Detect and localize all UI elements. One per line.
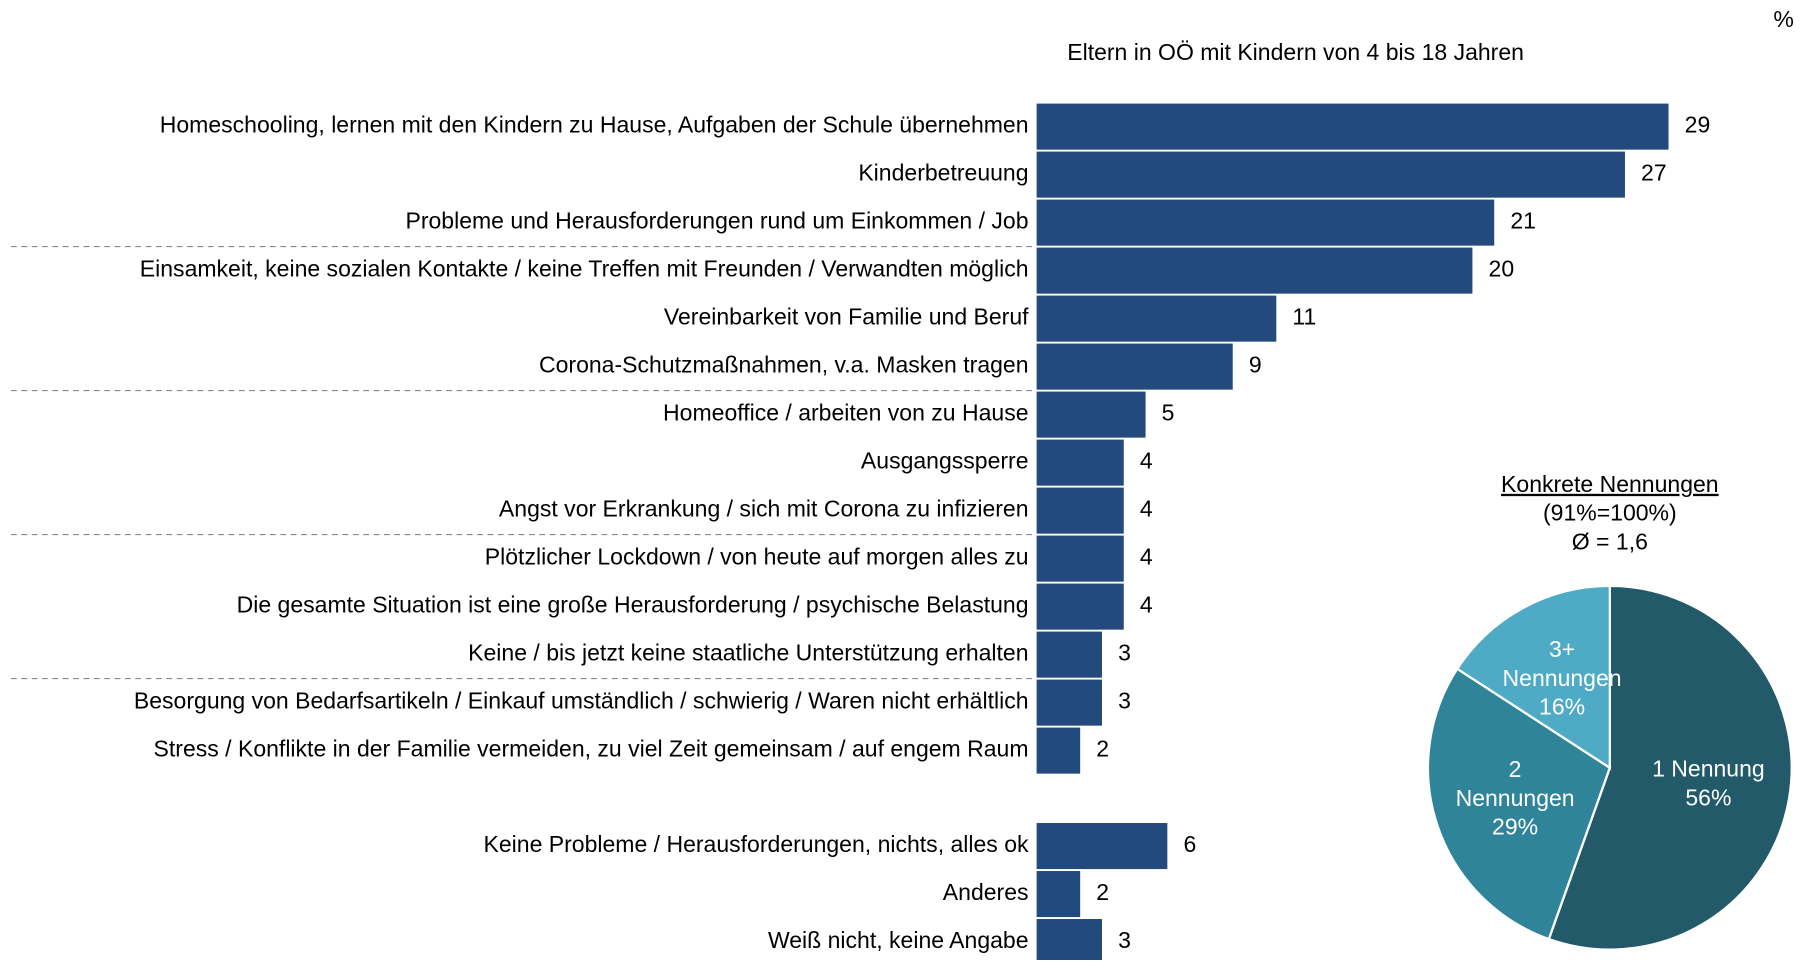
bar	[1036, 727, 1081, 774]
value-label: 20	[1489, 256, 1515, 282]
pie-label: 1 Nennung	[1652, 755, 1765, 781]
value-label: 4	[1140, 592, 1153, 618]
value-label: 3	[1118, 927, 1131, 953]
value-label: 11	[1292, 304, 1316, 330]
pie-label: Nennungen	[1456, 785, 1575, 811]
subtitle: Eltern in OÖ mit Kindern von 4 bis 18 Ja…	[1067, 39, 1524, 65]
pie-slice	[1547, 584, 1793, 951]
bar	[1036, 103, 1669, 150]
value-label: 3	[1118, 688, 1131, 714]
category-label: Corona-Schutzmaßnahmen, v.a. Masken trag…	[539, 352, 1029, 378]
pie-label: Nennungen	[1503, 665, 1622, 691]
bar	[1036, 199, 1495, 246]
value-label: 4	[1140, 496, 1153, 522]
category-label: Anderes	[943, 879, 1029, 905]
bar	[1036, 439, 1124, 486]
value-label: 9	[1249, 352, 1262, 378]
bar	[1036, 631, 1102, 678]
pie-slice	[1426, 667, 1612, 941]
category-label: Kinderbetreuung	[858, 160, 1028, 186]
category-label: Ausgangssperre	[861, 448, 1029, 474]
bar	[1036, 487, 1124, 534]
category-label: Vereinbarkeit von Familie und Beruf	[664, 304, 1029, 330]
pie-subtitle: Ø = 1,6	[1572, 528, 1648, 554]
category-label: Besorgung von Bedarfsartikeln / Einkauf …	[134, 688, 1029, 714]
bar	[1036, 391, 1146, 438]
bar	[1036, 247, 1473, 294]
bar	[1036, 679, 1102, 726]
value-label: 5	[1162, 400, 1175, 426]
category-label: Keine / bis jetzt keine staatliche Unter…	[468, 640, 1028, 666]
value-label: 27	[1641, 160, 1667, 186]
bar	[1036, 343, 1233, 390]
bar	[1036, 871, 1081, 918]
pie-title: Konkrete Nennungen	[1501, 471, 1719, 497]
category-label: Weiß nicht, keine Angabe	[768, 927, 1029, 953]
bar	[1036, 295, 1277, 342]
pie-value-label: 16%	[1539, 694, 1585, 720]
category-label: Keine Probleme / Herausforderungen, nich…	[484, 831, 1029, 857]
bar	[1036, 823, 1168, 870]
pie-value-label: 56%	[1685, 784, 1731, 810]
pie-slice	[1455, 584, 1611, 770]
value-label: 29	[1685, 112, 1711, 138]
pie-subtitle: (91%=100%)	[1543, 500, 1677, 526]
category-label: Plötzlicher Lockdown / von heute auf mor…	[485, 544, 1029, 570]
category-label: Homeschooling, lernen mit den Kindern zu…	[160, 112, 1029, 138]
category-label: Stress / Konflikte in der Familie vermei…	[154, 736, 1029, 762]
value-label: 3	[1118, 640, 1131, 666]
bar	[1036, 583, 1124, 630]
unit: %	[1773, 6, 1793, 32]
pie-label: 3+	[1549, 636, 1575, 662]
category-label: Probleme und Herausforderungen rund um E…	[405, 208, 1028, 234]
bar	[1036, 535, 1124, 582]
pie-value-label: 29%	[1492, 814, 1538, 840]
value-label: 21	[1510, 208, 1536, 234]
value-label: 2	[1096, 879, 1109, 905]
bar	[1036, 919, 1102, 965]
pie-label: 2	[1509, 756, 1522, 782]
value-label: 4	[1140, 544, 1153, 570]
category-label: Homeoffice / arbeiten von zu Hause	[663, 400, 1028, 426]
category-label: Angst vor Erkrankung / sich mit Corona z…	[499, 496, 1029, 522]
category-label: Einsamkeit, keine sozialen Kontakte / ke…	[140, 256, 1029, 282]
bar	[1036, 151, 1625, 198]
value-label: 6	[1183, 831, 1196, 857]
value-label: 2	[1096, 736, 1109, 762]
category-label: Die gesamte Situation ist eine große Her…	[237, 592, 1029, 618]
value-label: 4	[1140, 448, 1153, 474]
